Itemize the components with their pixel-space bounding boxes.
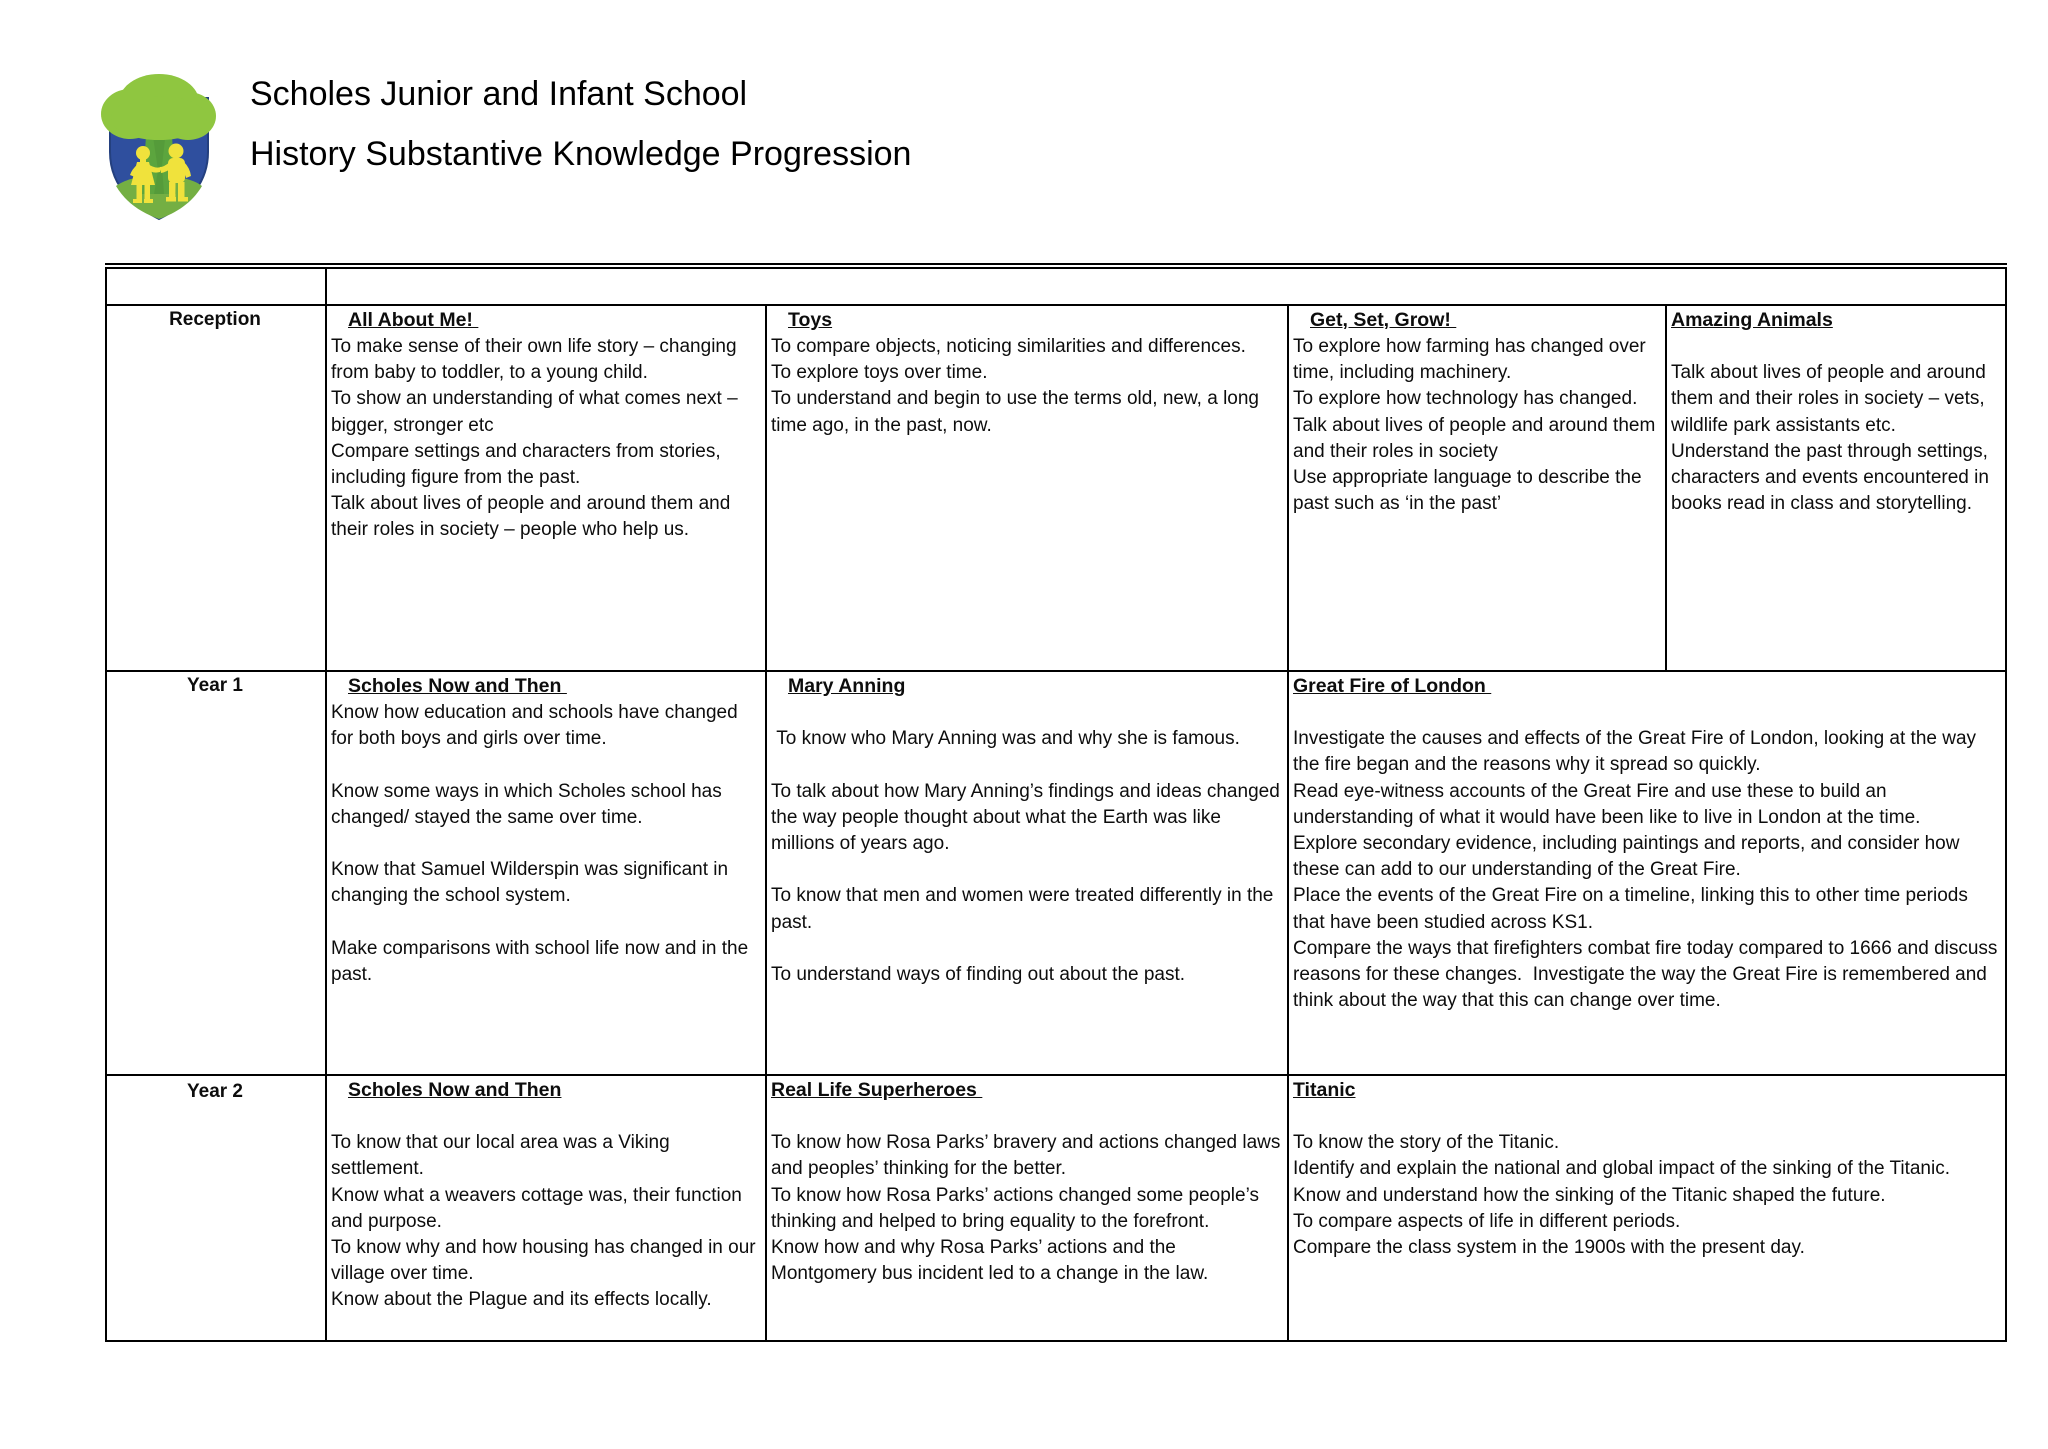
table-row-year1: Year 1 Scholes Now and Then Know how edu… — [105, 670, 2007, 1076]
cell-year2-real-life-superheroes: Real Life Superheroes To know how Rosa P… — [765, 1074, 1289, 1342]
topic-body: Talk about lives of people and around th… — [1671, 362, 1989, 515]
topic-title: Scholes Now and Then — [348, 675, 567, 697]
table-row-reception: Reception All About Me! To make sense of… — [105, 304, 2007, 672]
school-crest-logo — [100, 70, 218, 222]
topic-body: Know how education and schools have chan… — [331, 701, 749, 986]
cell-reception-toys: Toys To compare objects, noticing simila… — [765, 304, 1289, 672]
row-label-year1: Year 1 — [105, 670, 327, 1076]
header-empty-cell-left — [105, 265, 327, 306]
topic-body: To compare objects, noticing similaritie… — [771, 335, 1259, 436]
school-name: Scholes Junior and Infant School — [250, 75, 748, 113]
topic-title: All About Me! — [348, 309, 479, 331]
cell-year2-titanic: Titanic To know the story of the Titanic… — [1287, 1074, 2007, 1342]
topic-body: To know that our local area was a Viking… — [331, 1132, 756, 1311]
page-title: History Substantive Knowledge Progressio… — [250, 135, 912, 174]
topic-title: Mary Anning — [788, 675, 906, 697]
topic-title: Titanic — [1293, 1079, 1356, 1101]
table-row-year2: Year 2 Scholes Now and Then To know that… — [105, 1074, 2007, 1342]
topic-body: To know who Mary Anning was and why she … — [771, 728, 1280, 986]
table-header-row — [105, 265, 2007, 306]
cell-year1-great-fire-of-london: Great Fire of London Investigate the cau… — [1287, 670, 2007, 1076]
cell-year1-scholes-now-and-then: Scholes Now and Then Know how education … — [325, 670, 767, 1076]
cell-year1-mary-anning: Mary Anning To know who Mary Anning was … — [765, 670, 1289, 1076]
topic-body: To make sense of their own life story – … — [331, 335, 738, 541]
topic-body: To know how Rosa Parks’ bravery and acti… — [771, 1132, 1281, 1285]
cell-reception-get-set-grow: Get, Set, Grow! To explore how farming h… — [1287, 304, 1667, 672]
row-label-reception: Reception — [105, 304, 327, 672]
topic-title: Amazing Animals — [1671, 309, 1833, 331]
document-header: Scholes Junior and Infant School History… — [100, 70, 911, 222]
topic-title: Toys — [788, 309, 833, 331]
cell-year2-scholes-now-and-then: Scholes Now and Then To know that our lo… — [325, 1074, 767, 1342]
header-empty-cell-wide — [325, 265, 2007, 306]
topic-body: To explore how farming has changed over … — [1293, 335, 1656, 515]
topic-body: To know the story of the Titanic. Identi… — [1293, 1132, 1950, 1258]
topic-body: Investigate the causes and effects of th… — [1293, 728, 1998, 1012]
title-block: Scholes Junior and Infant School History… — [250, 70, 911, 174]
topic-title: Scholes Now and Then — [348, 1079, 562, 1101]
row-label-year2: Year 2 — [105, 1074, 327, 1342]
cell-reception-amazing-animals: Amazing Animals Talk about lives of peop… — [1665, 304, 2007, 672]
topic-title: Real Life Superheroes — [771, 1079, 983, 1101]
school-crest-icon — [101, 74, 216, 221]
topic-title: Great Fire of London — [1293, 675, 1492, 697]
topic-title: Get, Set, Grow! — [1310, 309, 1457, 331]
progression-table: Reception All About Me! To make sense of… — [105, 263, 2007, 1342]
cell-reception-all-about-me: All About Me! To make sense of their own… — [325, 304, 767, 672]
